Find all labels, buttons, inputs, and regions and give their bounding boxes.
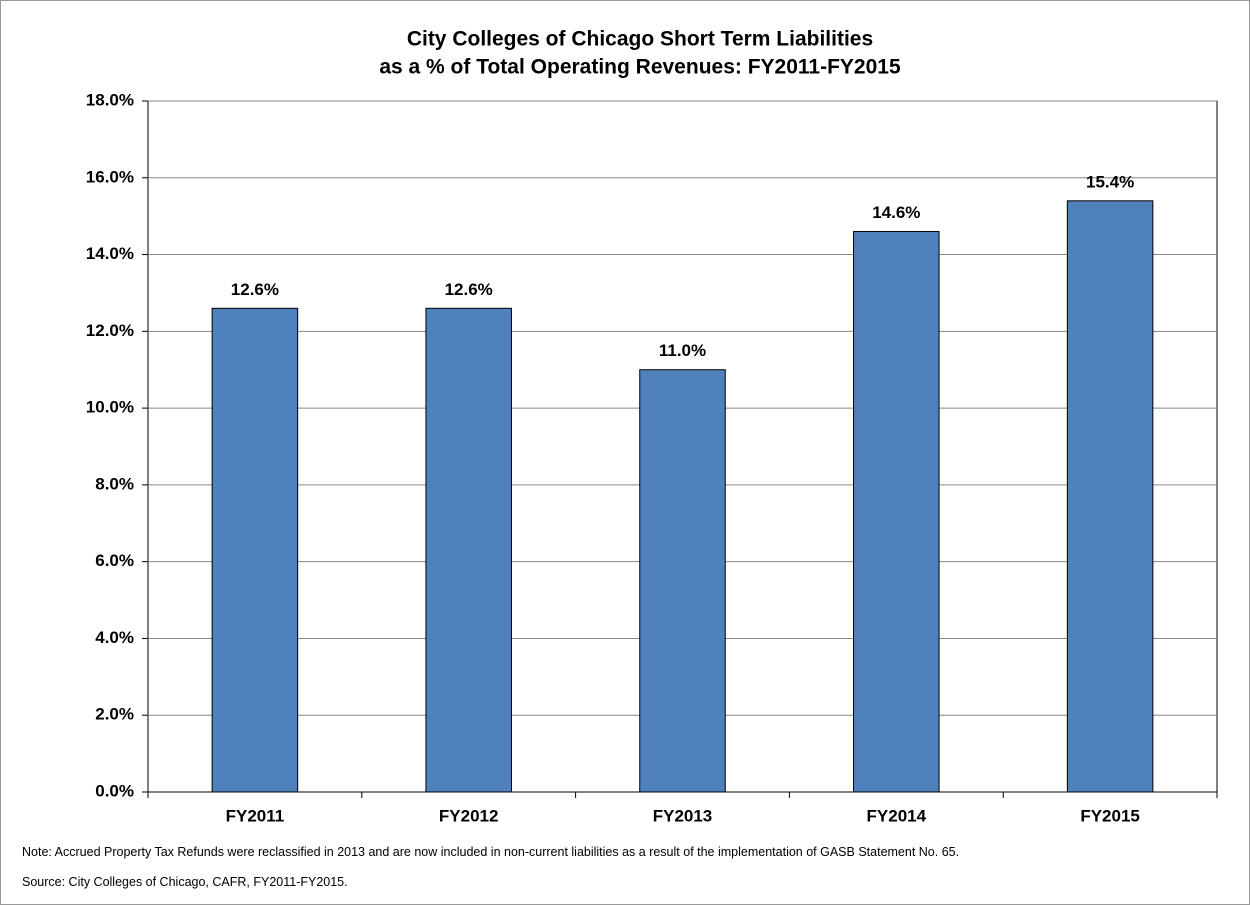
data-label: 12.6% [445,280,493,299]
x-tick-label: FY2012 [439,806,499,825]
data-label: 12.6% [231,280,279,299]
x-tick-label: FY2013 [653,806,713,825]
x-tick-label: FY2014 [867,806,927,825]
bar [211,307,299,793]
source: Source: City Colleges of Chicago, CAFR, … [22,875,348,889]
data-label: 15.4% [1086,172,1134,191]
bar [853,231,940,793]
y-tick-label: 10.0% [86,398,134,417]
y-tick-label: 18.0% [86,90,134,109]
y-tick-label: 0.0% [95,781,134,800]
chart-title: as a % of Total Operating Revenues: FY20… [379,56,901,79]
data-label: 14.6% [872,203,920,222]
y-tick-label: 8.0% [95,474,134,493]
chart-title: City Colleges of Chicago Short Term Liab… [407,28,873,51]
data-label: 11.0% [659,341,706,360]
y-tick-label: 4.0% [95,628,134,647]
bar [1066,200,1154,793]
bar [639,369,726,793]
y-tick-label: 12.0% [86,321,134,340]
note: Note: Accrued Property Tax Refunds were … [22,845,960,859]
y-tick-label: 2.0% [95,705,134,724]
y-tick-label: 6.0% [95,551,134,570]
x-tick-label: FY2011 [226,806,285,825]
x-tick-label: FY2015 [1080,806,1140,825]
y-tick-label: 16.0% [86,167,134,186]
bar [425,307,512,793]
y-tick-label: 14.0% [86,244,134,263]
